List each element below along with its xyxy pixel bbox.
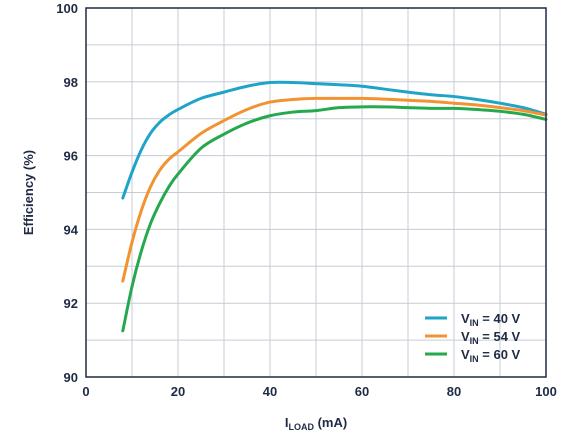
x-axis-label-sub: LOAD (288, 422, 314, 432)
x-axis-label-unit: (mA) (314, 415, 347, 430)
x-tick-label: 0 (82, 384, 89, 399)
legend-entry: VIN = 40 V (461, 311, 521, 328)
x-axis-label: ILOAD (mA) (285, 415, 347, 432)
series-line-2 (121, 96, 548, 283)
x-tick-label: 20 (171, 384, 185, 399)
series-line-3 (121, 105, 548, 333)
y-tick-label: 90 (64, 370, 78, 385)
legend-entry: VIN = 60 V (461, 347, 521, 364)
y-tick-label: 96 (64, 149, 78, 164)
grid (86, 8, 546, 377)
y-tick-label: 98 (64, 75, 78, 90)
x-tick-label: 100 (535, 384, 557, 399)
x-tick-label: 40 (263, 384, 277, 399)
y-tick-label: 100 (56, 1, 78, 16)
plot-frame (85, 7, 547, 378)
x-axis-label-main: I (285, 415, 289, 430)
y-tick-label: 92 (64, 296, 78, 311)
y-tick-label: 94 (64, 222, 79, 237)
tick-labels: 0 20 40 60 80 100 90 92 94 96 98 100 (56, 1, 557, 399)
legend-entry: VIN = 54 V (461, 329, 521, 346)
x-tick-label: 60 (355, 384, 369, 399)
series-line-1 (121, 80, 548, 200)
x-tick-label: 80 (447, 384, 461, 399)
y-axis-label: Efficiency (%) (21, 150, 36, 235)
series-lines (121, 80, 548, 333)
